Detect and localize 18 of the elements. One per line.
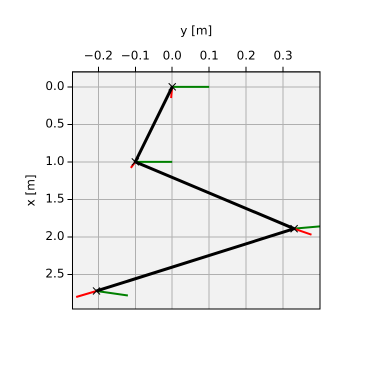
x-tick-label: −0.2 — [84, 48, 113, 63]
point — [92, 286, 101, 296]
y-tick-label: 1.5 — [45, 192, 64, 206]
y-tick-label: 0.5 — [45, 116, 64, 130]
x-tick-label: −0.1 — [120, 48, 150, 63]
point — [131, 158, 140, 166]
x-tick-label: 0.1 — [200, 48, 219, 63]
x-tick-label: 0.0 — [162, 48, 182, 63]
x-tick-label: 0.3 — [274, 48, 293, 63]
y-tick-label: 1.0 — [45, 154, 64, 168]
y-tick-label: 0.0 — [45, 78, 64, 93]
point — [290, 224, 298, 233]
y-tick-label: 2.0 — [45, 229, 64, 244]
x-axis-title: y [m] — [180, 23, 212, 38]
y-axis-title: x [m] — [23, 174, 38, 206]
point — [168, 82, 176, 91]
y-tick-label: 2.5 — [45, 266, 64, 281]
x-tick-label: 0.2 — [236, 48, 256, 63]
